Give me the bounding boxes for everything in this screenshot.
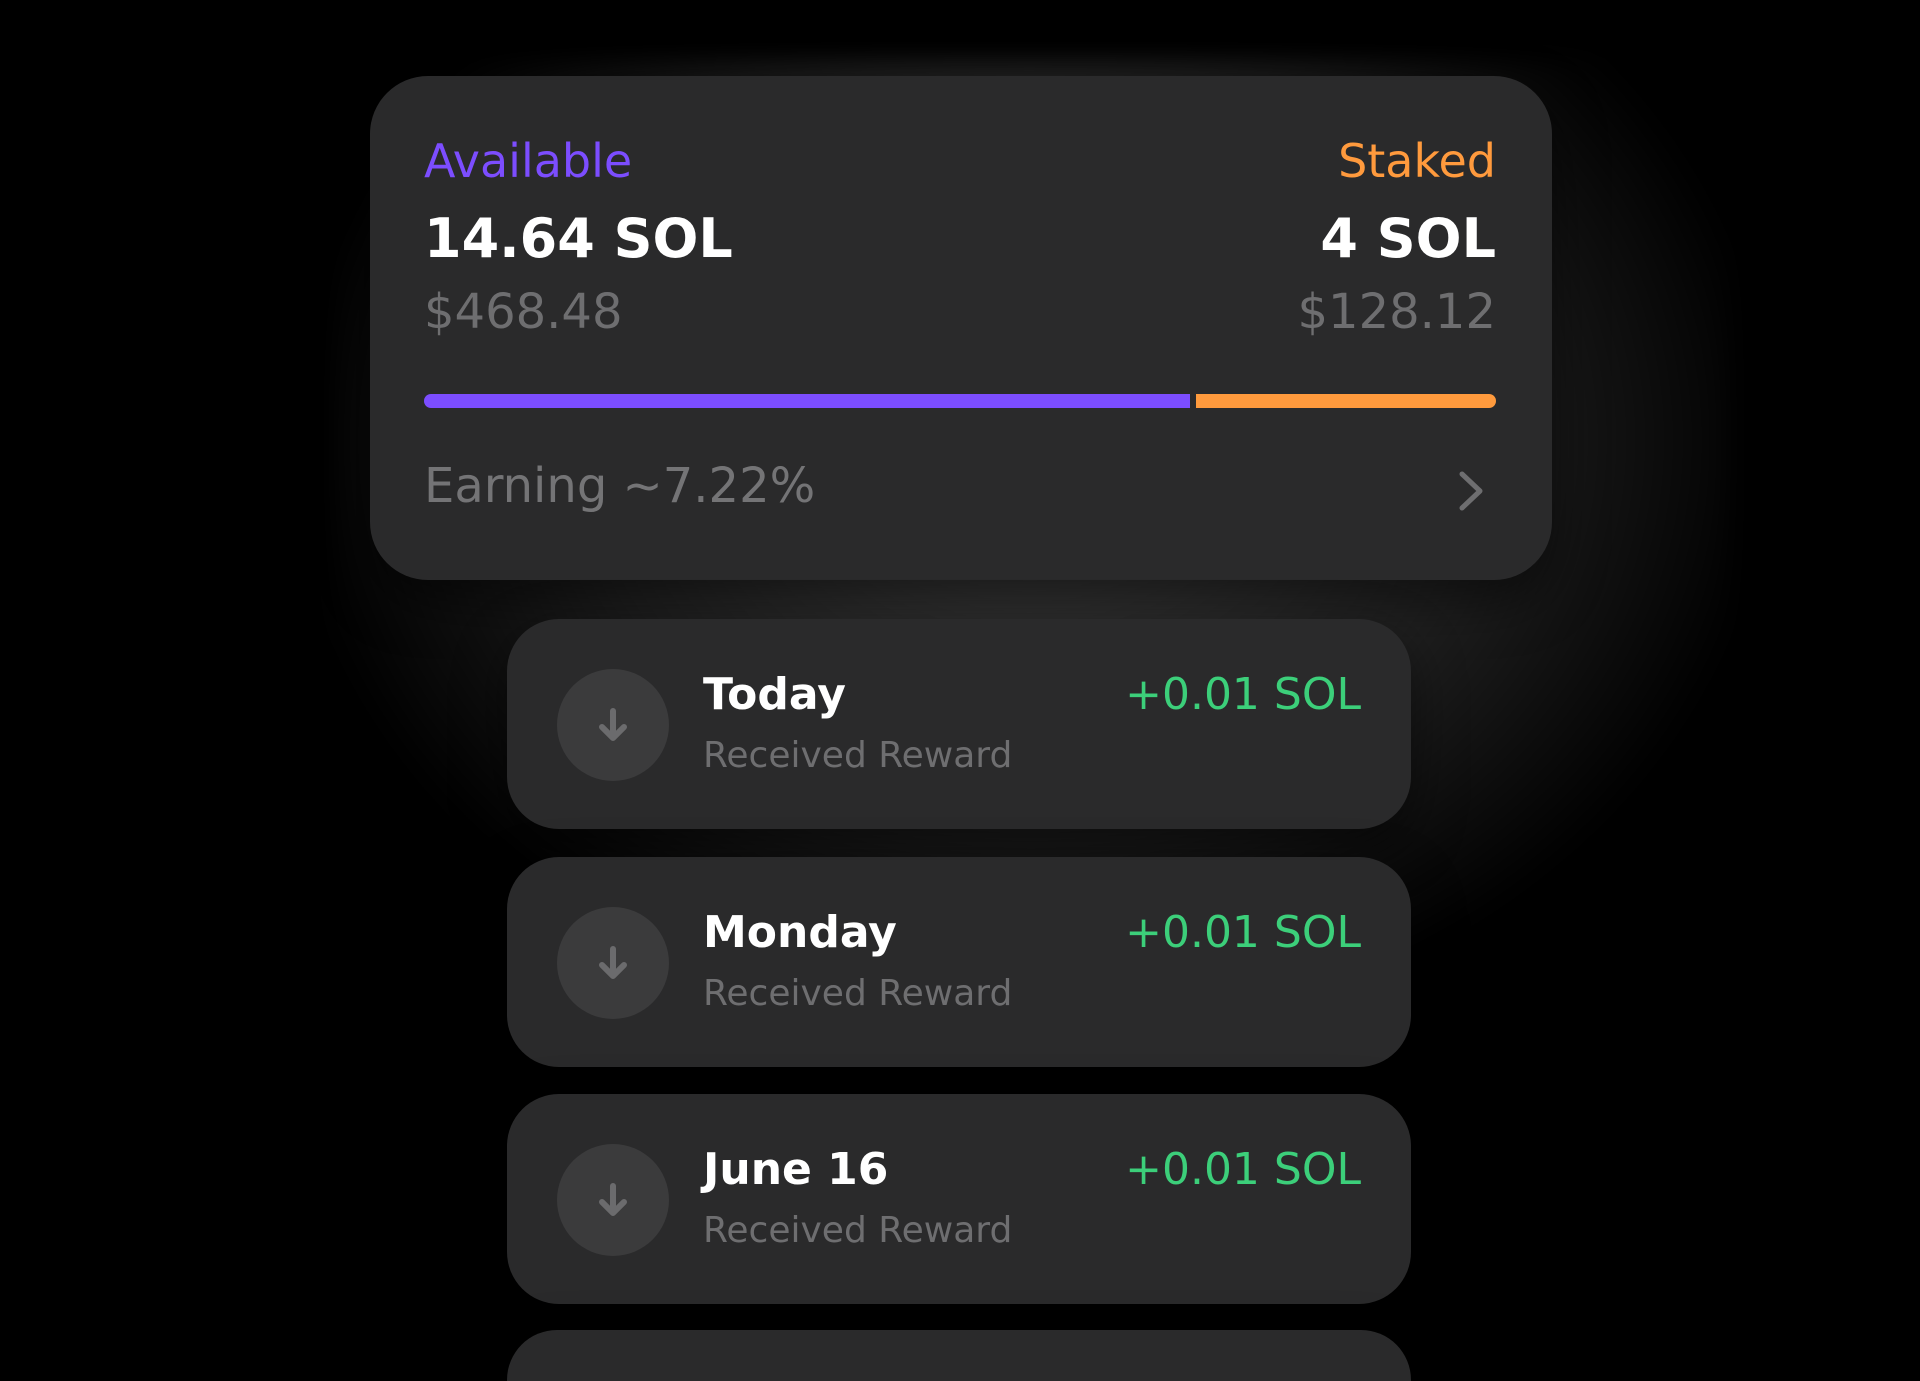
reward-amount: +0.01 SOL <box>1125 1144 1361 1195</box>
available-amount: 14.64 SOL <box>424 207 733 270</box>
reward-amount: +0.01 SOL <box>1125 669 1361 720</box>
staked-label: Staked <box>1338 134 1496 188</box>
reward-amount: +0.01 SOL <box>1125 907 1361 958</box>
reward-date: Today <box>703 669 846 720</box>
staked-amount: 4 SOL <box>1320 207 1496 270</box>
arrow-down-icon <box>599 708 627 741</box>
earning-rate: Earning ~7.22% <box>424 458 816 514</box>
allocation-bar <box>424 394 1496 408</box>
reward-item-partial[interactable] <box>507 1330 1411 1381</box>
reward-description: Received Reward <box>703 735 1013 776</box>
reward-icon-circle <box>557 1144 669 1256</box>
available-label: Available <box>424 134 633 188</box>
earning-row[interactable]: Earning ~7.22% <box>424 458 1496 528</box>
arrow-down-icon <box>599 946 627 979</box>
allocation-bar-available <box>424 394 1191 408</box>
allocation-bar-staked <box>1196 394 1496 408</box>
reward-date: June 16 <box>703 1144 889 1195</box>
reward-item[interactable]: Monday Received Reward +0.01 SOL <box>507 857 1411 1067</box>
reward-date: Monday <box>703 907 897 958</box>
chevron-right-icon <box>1459 471 1483 511</box>
reward-description: Received Reward <box>703 973 1013 1014</box>
available-usd: $468.48 <box>424 284 623 340</box>
staked-usd: $128.12 <box>1297 284 1497 340</box>
balance-summary-card: Available Staked 14.64 SOL 4 SOL $468.48… <box>370 76 1552 580</box>
arrow-down-icon <box>599 1183 627 1216</box>
reward-description: Received Reward <box>703 1210 1013 1251</box>
reward-icon-circle <box>557 669 669 781</box>
reward-item[interactable]: June 16 Received Reward +0.01 SOL <box>507 1094 1411 1304</box>
reward-item[interactable]: Today Received Reward +0.01 SOL <box>507 619 1411 829</box>
reward-icon-circle <box>557 907 669 1019</box>
